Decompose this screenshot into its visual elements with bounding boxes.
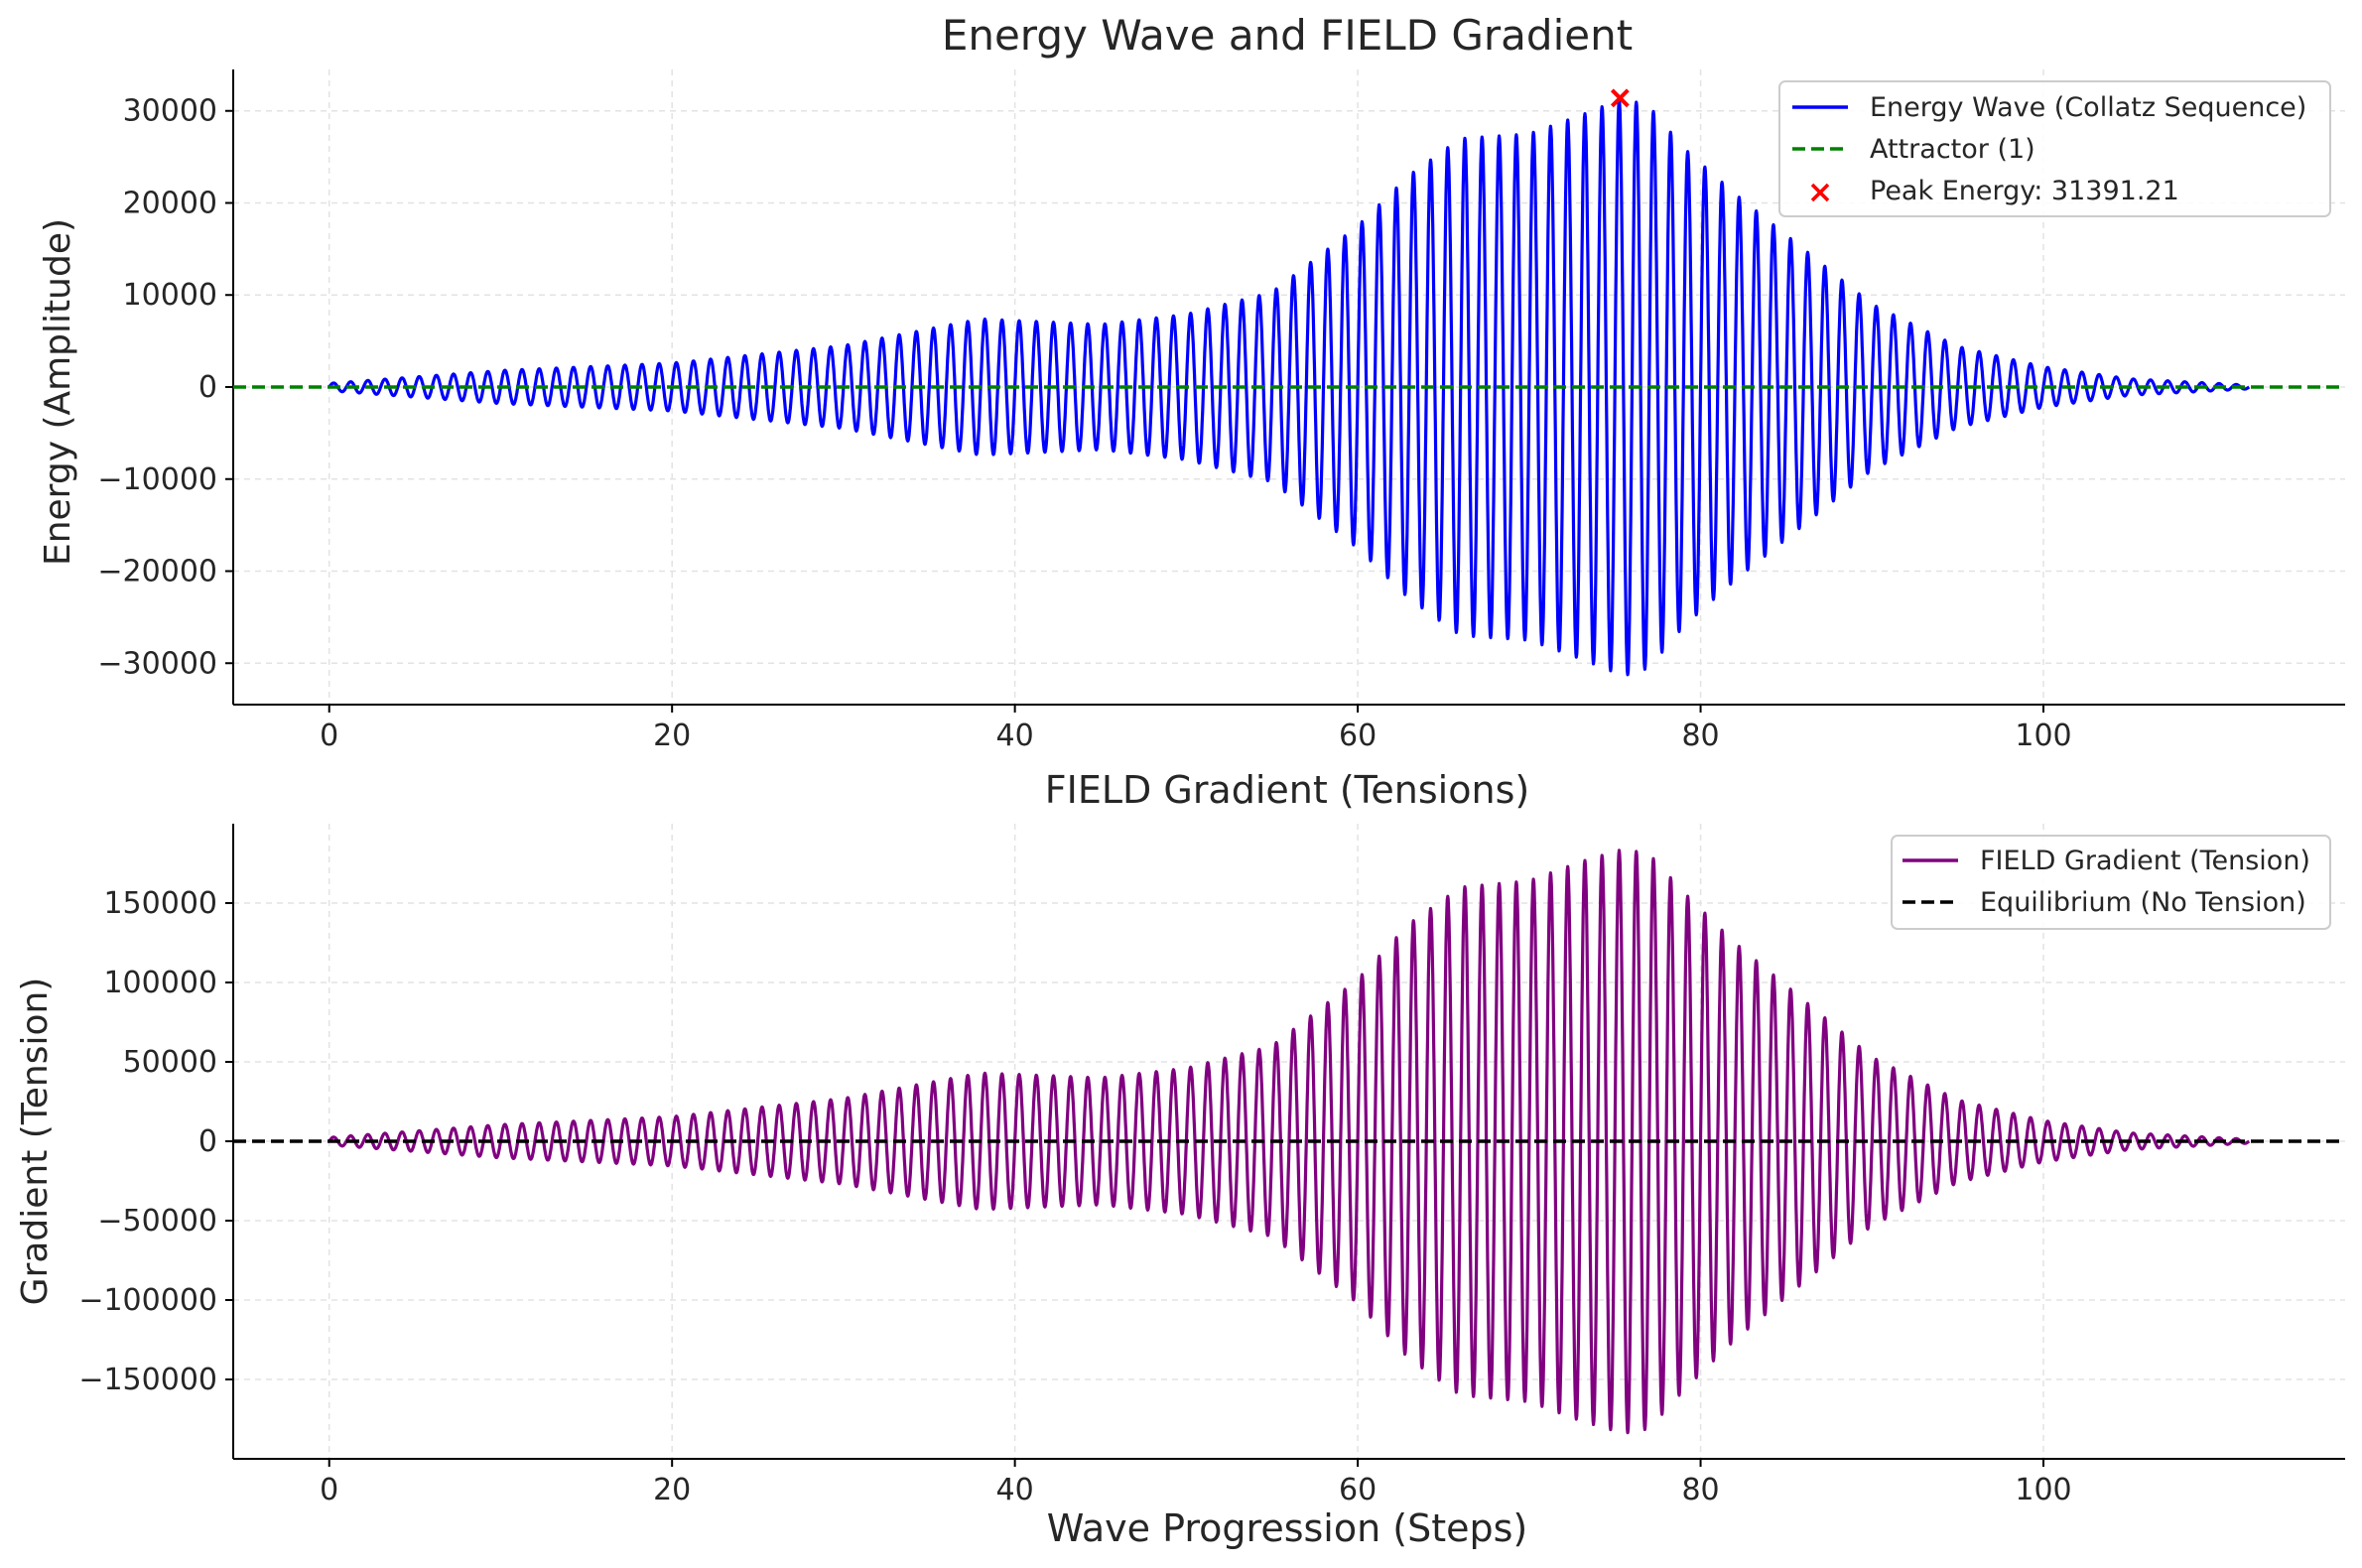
energy-y-tick-label: −20000 [97, 555, 217, 589]
energy-y-axis-label: Energy (Amplitude) [38, 218, 78, 566]
gradient-y-tick-label: −150000 [78, 1363, 217, 1397]
energy-legend-attractor-label: Attractor (1) [1870, 134, 2035, 165]
gradient-legend-tension-label: FIELD Gradient (Tension) [1980, 846, 2310, 876]
energy-x-tick-label: 60 [1339, 719, 1377, 753]
gradient-y-axis-label: Gradient (Tension) [15, 978, 56, 1306]
gradient-y-ticks: −150000 −100000 −50000 0 50000 100000 150000 [78, 886, 233, 1397]
energy-y-tick-label: −10000 [97, 462, 217, 497]
energy-y-tick-label: 10000 [123, 278, 217, 313]
gradient-x-tick-label: 20 [653, 1473, 691, 1507]
energy-peak-marker [1610, 88, 1630, 108]
gradient-y-tick-label: 0 [198, 1124, 217, 1159]
energy-x-tick-label: 20 [653, 719, 691, 753]
energy-x-tick-label: 100 [2015, 719, 2071, 753]
energy-y-tick-label: −30000 [97, 646, 217, 681]
energy-legend-peak-marker [1810, 183, 1830, 202]
gradient-y-tick-label: −50000 [97, 1204, 217, 1239]
gradient-legend-equilibrium-label: Equilibrium (No Tension) [1980, 887, 2306, 918]
gradient-x-axis-label: Wave Progression (Steps) [1047, 1506, 1527, 1550]
gradient-y-tick-label: 150000 [103, 886, 217, 921]
gradient-x-tick-label: 100 [2015, 1473, 2071, 1507]
energy-x-tick-label: 80 [1681, 719, 1719, 753]
gradient-x-tick-label: 40 [996, 1473, 1034, 1507]
energy-y-ticks: −30000 −20000 −10000 0 10000 20000 30000 [97, 94, 233, 681]
energy-chart-title: Energy Wave and FIELD Gradient [942, 11, 1633, 60]
gradient-chart-title: FIELD Gradient (Tensions) [1045, 768, 1529, 812]
energy-y-tick-label: 20000 [123, 186, 217, 220]
gradient-legend-box [1891, 835, 2331, 930]
energy-y-tick-label: 30000 [123, 94, 217, 129]
energy-x-tick-label: 40 [996, 719, 1034, 753]
gradient-x-tick-label: 0 [320, 1473, 338, 1507]
gradient-y-tick-label: −100000 [78, 1283, 217, 1318]
gradient-y-tick-label: 100000 [103, 966, 217, 1000]
gradient-x-ticks: 0 20 40 60 80 100 [320, 1459, 2072, 1507]
gradient-x-tick-label: 80 [1681, 1473, 1719, 1507]
energy-legend-peak-label: Peak Energy: 31391.21 [1870, 176, 2179, 206]
energy-legend-wave-label: Energy Wave (Collatz Sequence) [1870, 92, 2306, 123]
energy-chart: Energy Wave and FIELD Gradient Energy (A… [38, 11, 2345, 753]
gradient-y-tick-label: 50000 [123, 1045, 217, 1080]
energy-peak-layer [1610, 88, 1630, 108]
energy-y-tick-label: 0 [198, 370, 217, 405]
energy-legend-box [1778, 80, 2331, 217]
energy-legend: Energy Wave (Collatz Sequence) Attractor… [1778, 80, 2331, 217]
gradient-x-tick-label: 60 [1339, 1473, 1377, 1507]
energy-x-tick-label: 0 [320, 719, 338, 753]
gradient-chart: FIELD Gradient (Tensions) Gradient (Tens… [15, 768, 2345, 1550]
gradient-legend: FIELD Gradient (Tension) Equilibrium (No… [1891, 835, 2331, 930]
energy-x-ticks: 0 20 40 60 80 100 [320, 705, 2072, 753]
